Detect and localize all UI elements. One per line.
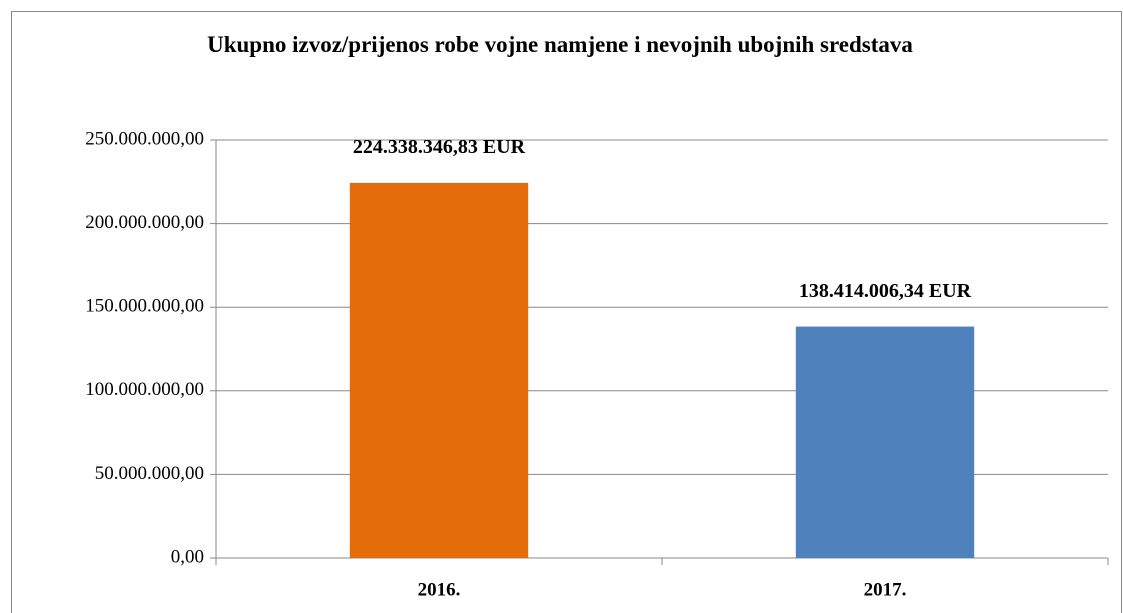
- chart-title: Ukupno izvoz/prijenos robe vojne namjene…: [207, 32, 913, 57]
- bar: [795, 326, 975, 558]
- x-tick-label: 2017.: [864, 579, 907, 600]
- chart-border: [11, 11, 1122, 613]
- bar: [349, 182, 529, 558]
- data-label: 138.414.006,34 EUR: [798, 279, 972, 302]
- y-tick-label: 0,00: [171, 546, 204, 567]
- y-tick-label: 200.000.000,00: [85, 212, 204, 233]
- y-tick-label: 50.000.000,00: [95, 463, 204, 484]
- x-tick-label: 2016.: [418, 579, 461, 600]
- y-tick-label: 150.000.000,00: [85, 296, 204, 317]
- data-label: 224.338.346,83 EUR: [352, 135, 526, 158]
- y-tick-label: 250.000.000,00: [85, 128, 204, 149]
- y-tick-label: 100.000.000,00: [85, 379, 204, 400]
